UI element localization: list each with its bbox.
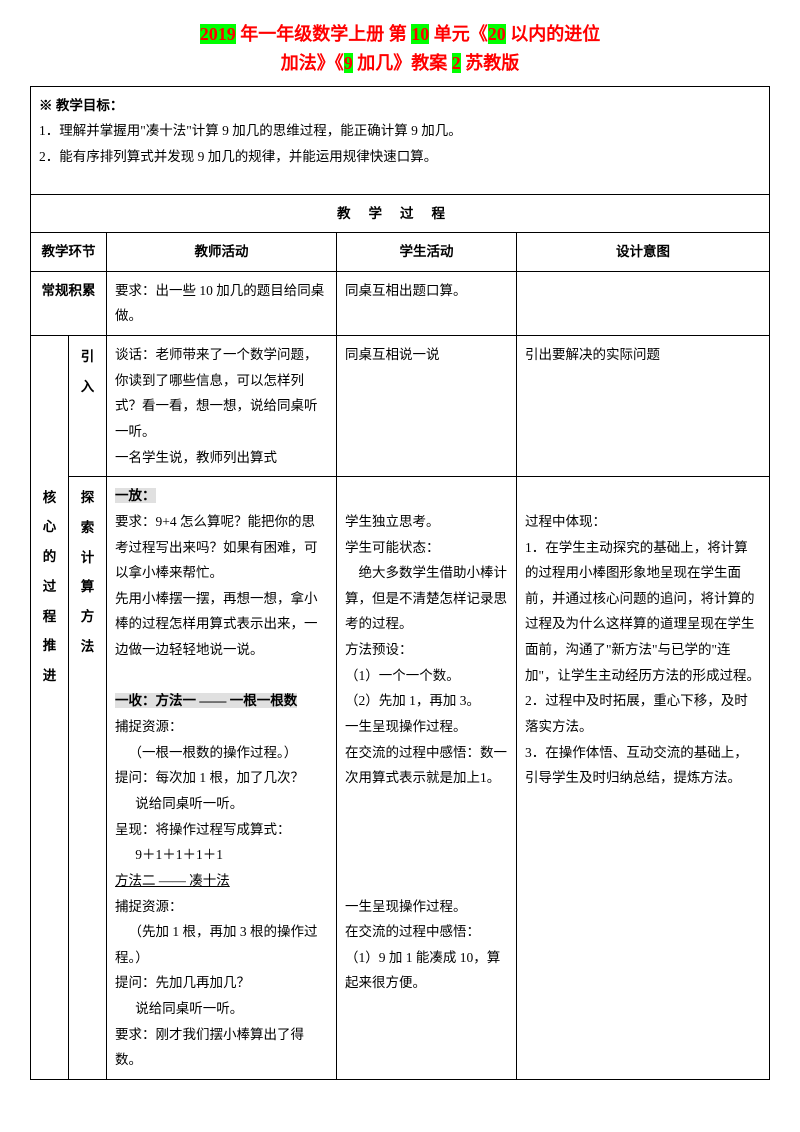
col-env: 教学环节 bbox=[31, 233, 107, 272]
objective-1: 1．理解并掌握用"凑十法"计算 9 加几的思维过程，能正确计算 9 加几。 bbox=[39, 118, 761, 144]
title-line2: 加法》《9 加几》教案 2 苏教版 bbox=[30, 49, 770, 78]
table-row: 核心的过程推进 探索计算方法 一放： 要求：9+4 怎么算呢？能把你的思考过程写… bbox=[31, 477, 770, 1080]
sub-explore: 探索计算方法 bbox=[69, 477, 107, 1080]
process-header: 教学过程 bbox=[31, 194, 770, 233]
sub-intro: 引入 bbox=[69, 336, 107, 477]
col-teacher: 教师活动 bbox=[107, 233, 337, 272]
table-row: 常规积累 要求：出一些 10 加几的题目给同桌做。 同桌互相出题口算。 bbox=[31, 271, 770, 335]
intent-accum bbox=[517, 271, 770, 335]
hl-year: 2019 bbox=[200, 24, 236, 44]
title-line1: 2019 年一年级数学上册 第 10 单元《20 以内的进位 bbox=[30, 20, 770, 49]
env-accum: 常规积累 bbox=[31, 271, 107, 335]
student-core: 学生独立思考。 学生可能状态： 绝大多数学生借助小棒计算，但是不清楚怎样记录思考… bbox=[337, 477, 517, 1080]
student-accum: 同桌互相出题口算。 bbox=[337, 271, 517, 335]
teacher-core: 一放： 要求：9+4 怎么算呢？能把你的思考过程写出来吗？如果有困难，可以拿小棒… bbox=[107, 477, 337, 1080]
table-row: 引入 谈话：老师带来了一个数学问题，你读到了哪些信息，可以怎样列式？看一看，想一… bbox=[31, 336, 770, 477]
teacher-intro: 谈话：老师带来了一个数学问题，你读到了哪些信息，可以怎样列式？看一看，想一想，说… bbox=[107, 336, 337, 477]
objectives-heading: ※ 教学目标： bbox=[39, 93, 761, 119]
lesson-plan-table: ※ 教学目标： 1．理解并掌握用"凑十法"计算 9 加几的思维过程，能正确计算 … bbox=[30, 86, 770, 1080]
objectives-cell: ※ 教学目标： 1．理解并掌握用"凑十法"计算 9 加几的思维过程，能正确计算 … bbox=[31, 86, 770, 194]
intent-core: 过程中体现： 1．在学生主动探究的基础上，将计算的过程用小棒图形象地呈现在学生面… bbox=[517, 477, 770, 1080]
objective-2: 2．能有序排列算式并发现 9 加几的规律，并能运用规律快速口算。 bbox=[39, 144, 761, 170]
teacher-accum: 要求：出一些 10 加几的题目给同桌做。 bbox=[107, 271, 337, 335]
col-intent: 设计意图 bbox=[517, 233, 770, 272]
intent-intro: 引出要解决的实际问题 bbox=[517, 336, 770, 477]
col-student: 学生活动 bbox=[337, 233, 517, 272]
env-core: 核心的过程推进 bbox=[31, 477, 69, 1080]
student-intro: 同桌互相说一说 bbox=[337, 336, 517, 477]
